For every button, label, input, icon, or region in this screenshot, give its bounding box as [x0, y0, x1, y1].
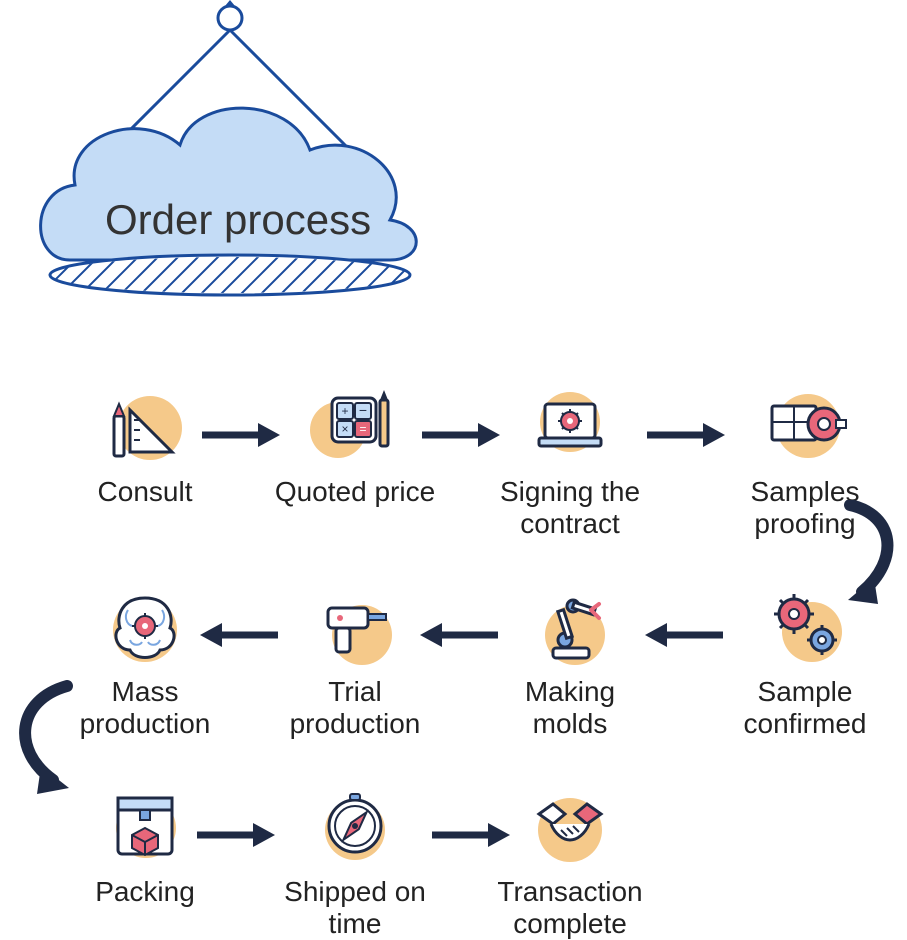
- double-gear-icon: [760, 580, 850, 670]
- blueprint-tape-icon: [760, 380, 850, 470]
- step-label: Signing the contract: [485, 476, 655, 540]
- step-label: Sample confirmed: [720, 676, 890, 740]
- step-contract: Signing the contract: [485, 380, 655, 540]
- compass-icon: [310, 780, 400, 870]
- arrow-curve-down-icon: [840, 500, 907, 610]
- step-label: Trial production: [270, 676, 440, 740]
- step-label: Packing: [60, 876, 230, 908]
- arrow-right-icon: [430, 820, 510, 850]
- arrow-left-icon: [420, 620, 500, 650]
- step-label: Mass production: [60, 676, 230, 740]
- title-cloud-sign: Order process: [20, 0, 440, 320]
- svg-text:+: +: [341, 404, 348, 418]
- arrow-right-icon: [645, 420, 725, 450]
- step-label: Making molds: [485, 676, 655, 740]
- arrow-curve-down-icon: [5, 680, 80, 800]
- svg-text:×: ×: [341, 422, 348, 436]
- step-label: Shipped on time: [255, 876, 455, 940]
- arrow-right-icon: [195, 820, 275, 850]
- step-label: Quoted price: [270, 476, 440, 508]
- step-molds: Making molds: [485, 580, 655, 740]
- step-complete: Transaction complete: [485, 780, 655, 940]
- 3d-printer-icon: [100, 780, 190, 870]
- step-label: Consult: [60, 476, 230, 508]
- laptop-gear-icon: [525, 380, 615, 470]
- drill-icon: [310, 580, 400, 670]
- arrow-left-icon: [200, 620, 280, 650]
- arrow-right-icon: [200, 420, 280, 450]
- calculator-icon: + − × =: [310, 380, 400, 470]
- arrow-right-icon: [420, 420, 500, 450]
- step-mass: Mass production: [60, 580, 230, 740]
- handshake-icon: [525, 780, 615, 870]
- step-quoted: + − × = Quoted price: [270, 380, 440, 508]
- robot-arm-icon: [525, 580, 615, 670]
- ruler-pencil-icon: [100, 380, 190, 470]
- step-shipped: Shipped on time: [255, 780, 455, 940]
- step-trial: Trial production: [270, 580, 440, 740]
- svg-text:=: =: [359, 422, 366, 436]
- brain-gear-icon: [100, 580, 190, 670]
- arrow-left-icon: [645, 620, 725, 650]
- diagram-title: Order process: [105, 196, 371, 244]
- step-label: Transaction complete: [485, 876, 655, 940]
- cloud-sign-svg: [20, 0, 440, 320]
- svg-text:−: −: [359, 402, 367, 418]
